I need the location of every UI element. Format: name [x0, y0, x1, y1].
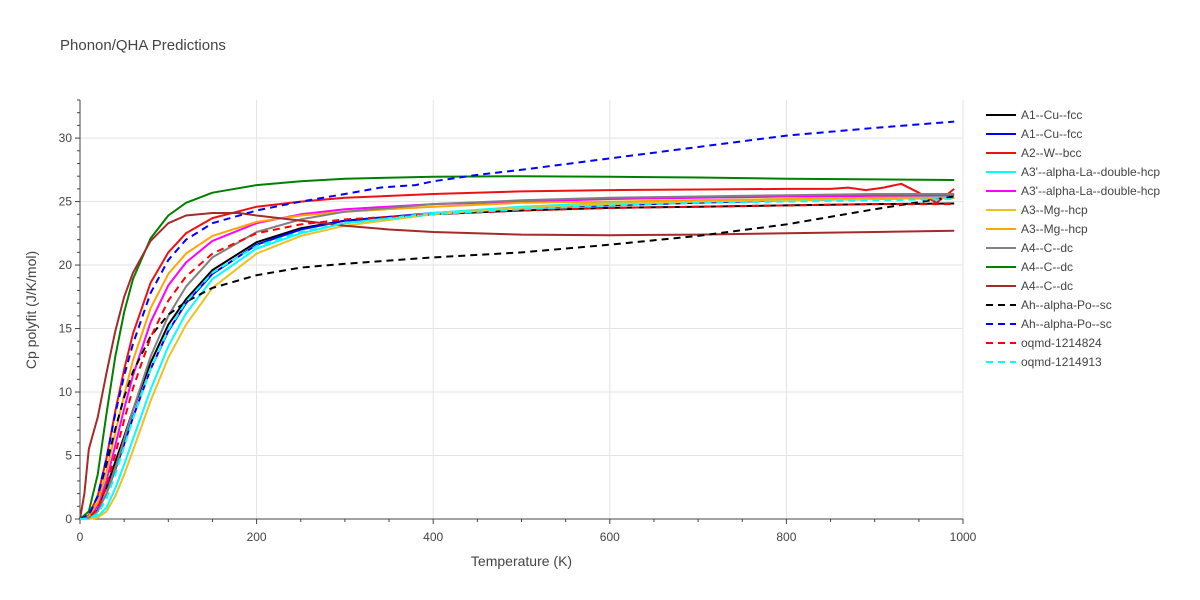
legend-label[interactable]: A1--Cu--fcc — [1021, 127, 1082, 141]
legend-label[interactable]: oqmd-1214824 — [1021, 336, 1102, 350]
legend-label[interactable]: oqmd-1214913 — [1021, 355, 1102, 369]
x-tick-label: 600 — [600, 530, 620, 544]
legend-label[interactable]: Ah--alpha-Po--sc — [1021, 298, 1112, 312]
x-tick-label: 800 — [776, 530, 796, 544]
series-line-1[interactable] — [79, 196, 955, 520]
series-line-11[interactable] — [79, 120, 955, 520]
series-line-3[interactable] — [80, 195, 955, 520]
x-tick-label: 0 — [77, 530, 84, 544]
series-line-10[interactable] — [79, 195, 955, 520]
legend-label[interactable]: A4--C--dc — [1021, 241, 1073, 255]
series-line-13[interactable] — [79, 198, 955, 520]
y-axis-label: Cp polyfit (J/K/mol) — [23, 250, 39, 370]
y-tick-label: 5 — [65, 449, 72, 463]
grid — [80, 100, 964, 519]
series-line-6[interactable] — [79, 196, 955, 520]
legend-label[interactable]: Ah--alpha-Po--sc — [1021, 317, 1112, 331]
legend-label[interactable]: A3--Mg--hcp — [1021, 222, 1088, 236]
series-line-0[interactable] — [79, 202, 955, 520]
x-tick-label: 200 — [247, 530, 267, 544]
y-tick-label: 25 — [59, 195, 73, 209]
legend: A1--Cu--fcc A1--Cu--fcc A2--W--bcc A3'--alp… — [986, 108, 1160, 369]
series-line-7[interactable] — [79, 193, 955, 520]
legend-label[interactable]: A3--Mg--hcp — [1021, 203, 1088, 217]
y-tick-label: 10 — [59, 385, 73, 399]
series-line-4[interactable] — [79, 194, 955, 520]
series-line-12[interactable] — [79, 203, 955, 520]
axes: 0 200 400 600 800 1000 0 5 10 15 20 25 30 — [59, 99, 977, 544]
x-axis-label: Temperature (K) — [470, 553, 573, 569]
legend-label[interactable]: A3'--alpha-La--double-hcp — [1021, 184, 1160, 198]
series-layer — [79, 120, 955, 520]
series-line-9[interactable] — [79, 212, 955, 520]
series-line-8[interactable] — [79, 175, 955, 520]
x-tick-label: 1000 — [950, 530, 977, 544]
series-line-2[interactable] — [79, 182, 955, 520]
legend-label[interactable]: A3'--alpha-La--double-hcp — [1021, 165, 1160, 179]
chart-title: Phonon/QHA Predictions — [60, 37, 226, 54]
x-tick-label: 400 — [423, 530, 443, 544]
y-tick-label: 20 — [59, 258, 73, 272]
legend-label[interactable]: A4--C--dc — [1021, 260, 1073, 274]
legend-label[interactable]: A4--C--dc — [1021, 279, 1073, 293]
legend-label[interactable]: A1--Cu--fcc — [1021, 108, 1082, 122]
y-tick-label: 15 — [59, 322, 73, 336]
legend-label[interactable]: A2--W--bcc — [1021, 146, 1081, 160]
series-line-5[interactable] — [80, 196, 955, 520]
y-tick-label: 30 — [59, 131, 73, 145]
y-tick-label: 0 — [65, 512, 72, 526]
